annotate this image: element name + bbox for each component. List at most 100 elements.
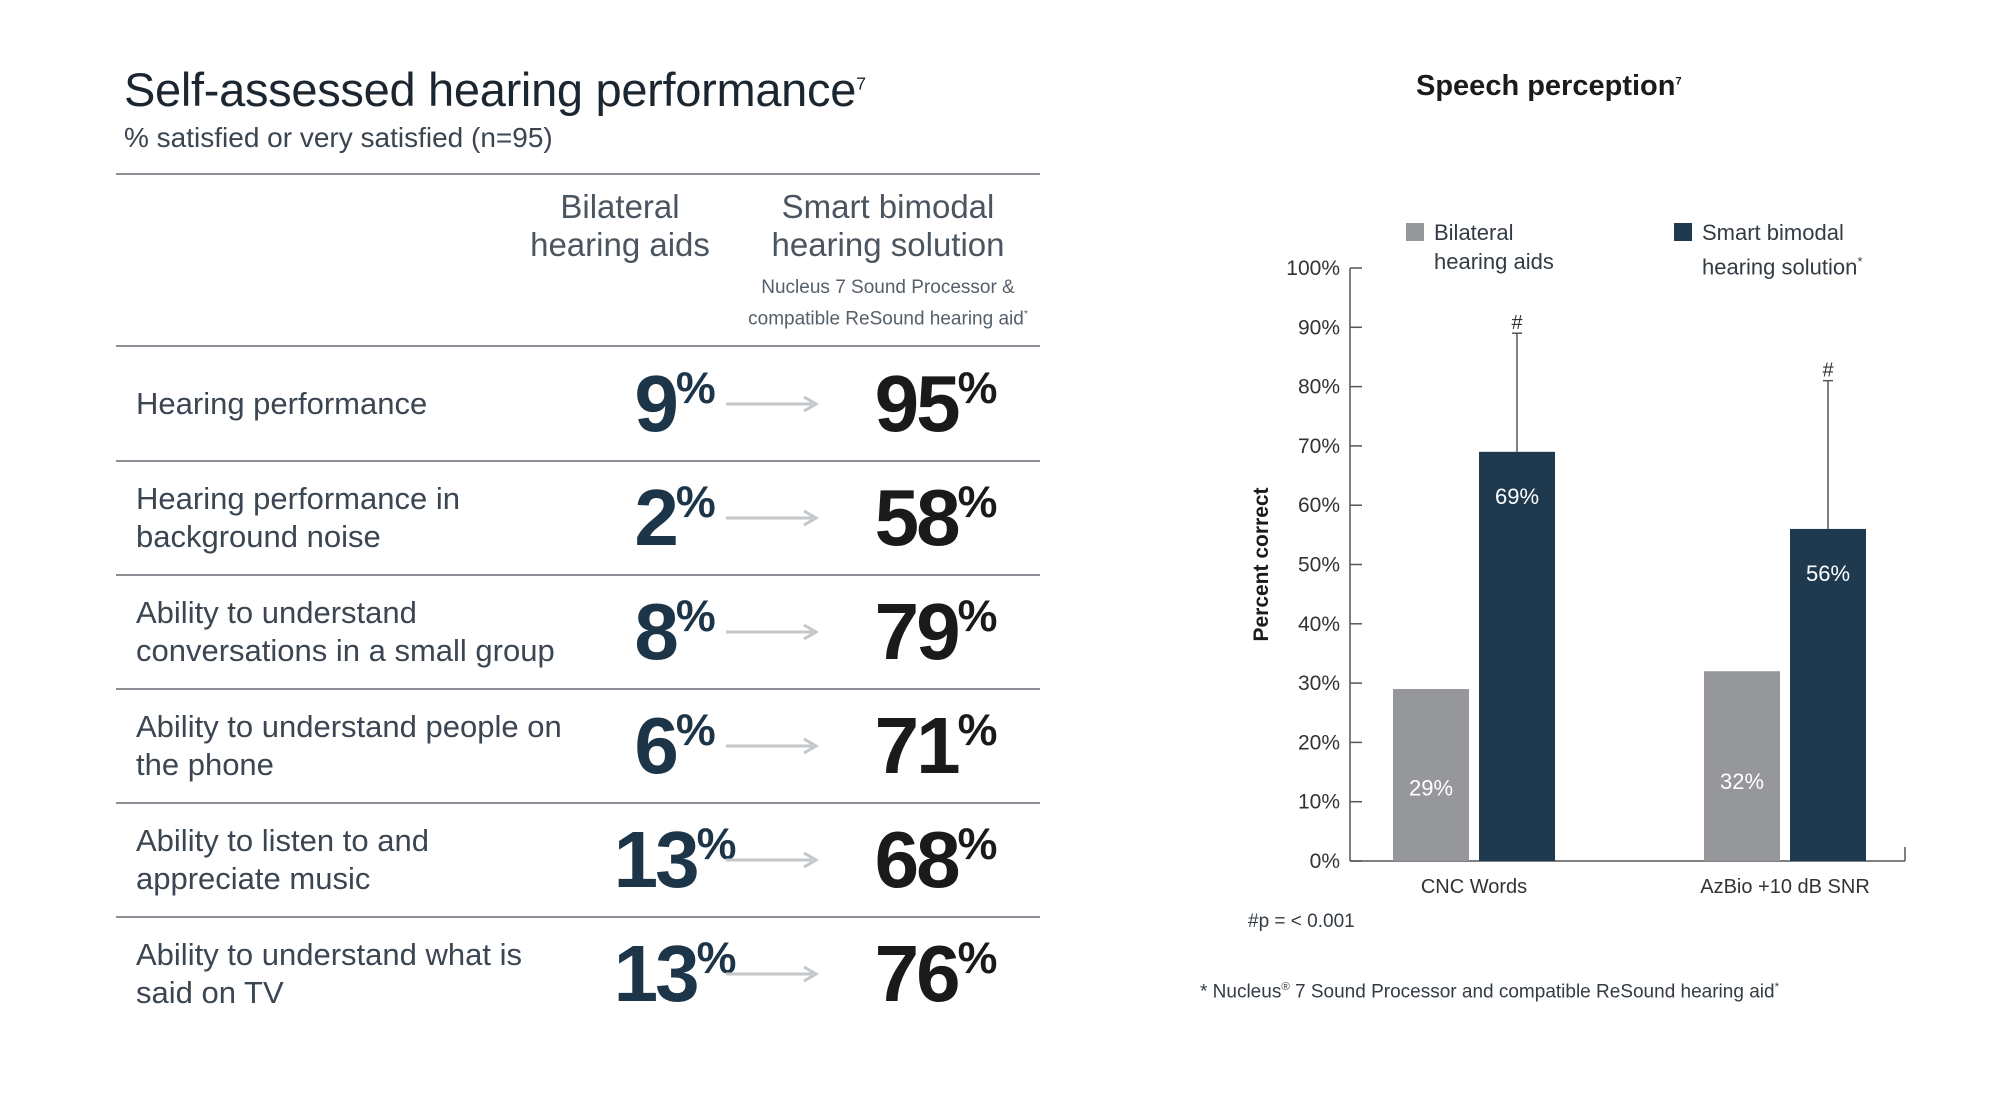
chart-title: Speech perception7 (1416, 70, 1682, 103)
percent-sign: % (957, 477, 998, 528)
value-bilateral-number: 6 (634, 701, 678, 790)
y-tick-label: 80% (1298, 376, 1340, 399)
value-bimodal-number: 68 (874, 815, 961, 904)
percent-sign: % (675, 705, 716, 756)
chart-title-ref: 7 (1675, 75, 1682, 88)
divider (116, 345, 1040, 347)
row-label: Ability to understand people on the phon… (136, 709, 562, 782)
bar-bimodal (1479, 451, 1555, 861)
value-bimodal-number: 58 (874, 473, 961, 562)
footnote: * Nucleus® 7 Sound Processor and compati… (1200, 981, 1779, 1003)
table-title-ref: 7 (856, 73, 866, 94)
percent-sign: % (957, 705, 998, 756)
percent-sign: % (675, 591, 716, 642)
footnote-ref: * (1774, 981, 1779, 993)
value-bilateral-number: 13 (613, 929, 700, 1018)
value-bimodal-number: 79 (874, 587, 961, 676)
footnote-mark: ® (1281, 981, 1290, 993)
table-subtitle: % satisfied or very satisfied (n=95) (124, 122, 553, 153)
footnote-rest: 7 Sound Processor and compatible ReSound… (1289, 981, 1775, 1003)
percent-sign: % (675, 477, 716, 528)
column-note-line: Nucleus 7 Sound Processor & (761, 277, 1015, 298)
y-tick-label: 90% (1298, 316, 1340, 339)
bar-data-label: 32% (1720, 769, 1764, 794)
significance-marker: # (1822, 360, 1834, 382)
column-note-line: compatible ReSound hearing aid (748, 308, 1024, 330)
value-bimodal: 68% (806, 820, 1066, 900)
column-header-bimodal-label: Smart bimodal hearing solution (728, 188, 1048, 264)
y-tick-label: 100% (1286, 257, 1340, 280)
divider (116, 688, 1040, 690)
column-header-bilateral: Bilateral hearing aids (520, 188, 720, 264)
percent-sign: % (957, 933, 998, 984)
column-header-bimodal: Smart bimodal hearing solution Nucleus 7… (728, 188, 1048, 332)
satisfaction-table: Self-assessed hearing performance7 % sat… (116, 62, 1048, 1031)
significance-marker: # (1511, 312, 1523, 334)
arrow-right-icon (726, 737, 819, 755)
value-bimodal: 76% (806, 934, 1066, 1014)
value-bilateral-number: 9 (634, 359, 678, 448)
table-row: Ability to listen to and appreciate musi… (116, 803, 1040, 917)
row-label: Ability to listen to and appreciate musi… (136, 823, 429, 896)
column-header-line: Bilateral (560, 188, 680, 225)
value-bimodal: 58% (806, 478, 1066, 558)
row-label: Ability to understand what is said on TV (136, 937, 522, 1010)
arrow-right-icon (726, 623, 819, 641)
footnote-prefix: * Nucleus (1200, 981, 1282, 1003)
y-tick-label: 20% (1298, 731, 1340, 754)
y-tick-label: 60% (1298, 494, 1340, 517)
column-note-ref: * (1023, 309, 1028, 320)
value-bimodal: 95% (806, 364, 1066, 444)
value-bimodal-number: 76 (874, 929, 961, 1018)
value-bimodal: 71% (806, 706, 1066, 786)
table-title-text: Self-assessed hearing performance (124, 63, 857, 116)
divider (116, 802, 1040, 804)
percent-sign: % (675, 363, 716, 414)
value-bimodal-number: 95 (874, 359, 961, 448)
value-bilateral-number: 13 (613, 815, 700, 904)
x-tick-label: CNC Words (1421, 876, 1527, 898)
bar-data-label: 69% (1495, 484, 1539, 509)
value-bilateral: 13% (546, 820, 804, 900)
bar-bimodal (1790, 528, 1866, 861)
value-bilateral-number: 8 (634, 587, 678, 676)
divider (116, 173, 1040, 175)
legend-label-bimodal: Smart bimodal hearing solution* (1702, 218, 1862, 281)
legend-label-bilateral: Bilateral hearing aids (1434, 218, 1554, 276)
row-label: Hearing performance (136, 386, 428, 421)
arrow-right-icon (726, 965, 819, 983)
significance-note: #p = < 0.001 (1248, 911, 1355, 932)
y-tick-label: 0% (1310, 850, 1340, 873)
divider (116, 574, 1040, 576)
divider (116, 460, 1040, 462)
legend-swatch-bilateral (1406, 223, 1424, 241)
percent-sign: % (957, 591, 998, 642)
value-bilateral: 13% (546, 934, 804, 1014)
legend-swatch-bimodal (1674, 223, 1692, 241)
column-header-bimodal-note: Nucleus 7 Sound Processor & compatible R… (728, 274, 1048, 332)
y-tick-label: 40% (1298, 613, 1340, 636)
value-bilateral: 8% (546, 592, 804, 672)
bar-bilateral (1393, 689, 1469, 861)
table-title: Self-assessed hearing performance7 (124, 62, 866, 117)
legend-label-line: Bilateral (1434, 220, 1514, 245)
y-axis-label: Percent correct (1250, 487, 1273, 641)
y-tick-label: 30% (1298, 672, 1340, 695)
chart-title-text: Speech perception (1416, 70, 1676, 102)
value-bimodal-number: 71 (874, 701, 961, 790)
percent-sign: % (957, 363, 998, 414)
y-tick-label: 50% (1298, 554, 1340, 577)
y-tick-label: 10% (1298, 791, 1340, 814)
table-row: Ability to understand conversations in a… (116, 575, 1040, 689)
value-bilateral: 9% (546, 364, 804, 444)
legend-label-line: hearing aids (1434, 249, 1554, 274)
column-header-line: hearing solution (771, 226, 1005, 263)
table-row: Ability to understand what is said on TV… (116, 917, 1040, 1031)
column-header-line: Smart bimodal (781, 188, 995, 225)
table-row: Ability to understand people on the phon… (116, 689, 1040, 803)
bar-data-label: 56% (1806, 561, 1850, 586)
percent-sign: % (957, 819, 998, 870)
legend-label-line: hearing solution (1702, 254, 1858, 280)
divider (116, 916, 1040, 918)
